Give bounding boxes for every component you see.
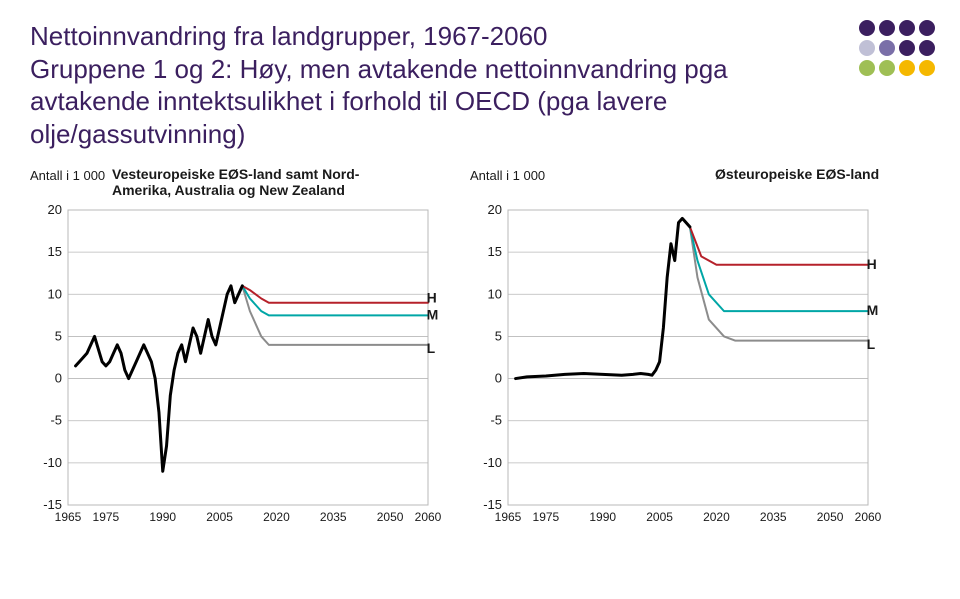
chart-left-title: Vesteuropeiske EØS-land samt Nord-Amerik… (112, 166, 392, 198)
chart-right-ylabel: Antall i 1 000 (470, 168, 545, 183)
page-title: Nettoinnvandring fra landgrupper, 1967-2… (30, 20, 730, 150)
decor-dot (899, 20, 915, 36)
svg-text:1965: 1965 (495, 510, 522, 524)
svg-text:15: 15 (48, 244, 62, 259)
svg-text:2020: 2020 (703, 510, 730, 524)
svg-text:M: M (867, 302, 879, 318)
decor-dot (919, 20, 935, 36)
svg-text:10: 10 (488, 286, 502, 301)
svg-text:5: 5 (495, 328, 502, 343)
decor-dot (899, 40, 915, 56)
decor-dots (859, 20, 935, 80)
svg-text:1975: 1975 (533, 510, 560, 524)
svg-text:2020: 2020 (263, 510, 290, 524)
decor-dot (919, 40, 935, 56)
chart-left-svg: -15-10-505101520196519751990200520202035… (30, 170, 450, 545)
svg-text:H: H (867, 256, 877, 272)
svg-text:0: 0 (495, 371, 502, 386)
chart-right-svg: -15-10-505101520196519751990200520202035… (470, 170, 890, 545)
svg-text:2060: 2060 (415, 510, 442, 524)
svg-text:2050: 2050 (377, 510, 404, 524)
svg-text:0: 0 (55, 371, 62, 386)
decor-dot (899, 60, 915, 76)
svg-text:10: 10 (48, 286, 62, 301)
svg-text:-10: -10 (43, 455, 62, 470)
svg-text:5: 5 (55, 328, 62, 343)
svg-text:H: H (427, 290, 437, 306)
svg-text:2050: 2050 (817, 510, 844, 524)
svg-text:1965: 1965 (55, 510, 82, 524)
svg-text:-5: -5 (490, 413, 502, 428)
svg-text:1990: 1990 (589, 510, 616, 524)
svg-text:2035: 2035 (760, 510, 787, 524)
chart-right: Antall i 1 000 Østeuropeiske EØS-land -1… (470, 170, 890, 550)
svg-text:M: M (427, 306, 439, 322)
svg-text:2060: 2060 (855, 510, 882, 524)
chart-right-title: Østeuropeiske EØS-land (715, 166, 879, 182)
svg-text:L: L (867, 336, 876, 352)
title-line2: Gruppene 1 og 2: Høy, men avtakende nett… (30, 54, 728, 149)
svg-text:2005: 2005 (646, 510, 673, 524)
svg-text:L: L (427, 340, 436, 356)
decor-dot (859, 40, 875, 56)
svg-text:-10: -10 (483, 455, 502, 470)
title-line1: Nettoinnvandring fra landgrupper, 1967-2… (30, 21, 548, 51)
svg-text:1975: 1975 (93, 510, 120, 524)
decor-dot (879, 40, 895, 56)
chart-left-ylabel: Antall i 1 000 (30, 168, 105, 183)
decor-dot (859, 60, 875, 76)
svg-text:20: 20 (488, 202, 502, 217)
svg-text:-5: -5 (50, 413, 62, 428)
chart-left: Antall i 1 000 Vesteuropeiske EØS-land s… (30, 170, 450, 550)
svg-text:1990: 1990 (149, 510, 176, 524)
decor-dot (879, 20, 895, 36)
decor-dot (859, 20, 875, 36)
svg-text:2035: 2035 (320, 510, 347, 524)
svg-text:15: 15 (488, 244, 502, 259)
decor-dot (919, 60, 935, 76)
svg-text:20: 20 (48, 202, 62, 217)
decor-dot (879, 60, 895, 76)
svg-text:2005: 2005 (206, 510, 233, 524)
charts-container: Antall i 1 000 Vesteuropeiske EØS-land s… (30, 170, 930, 550)
